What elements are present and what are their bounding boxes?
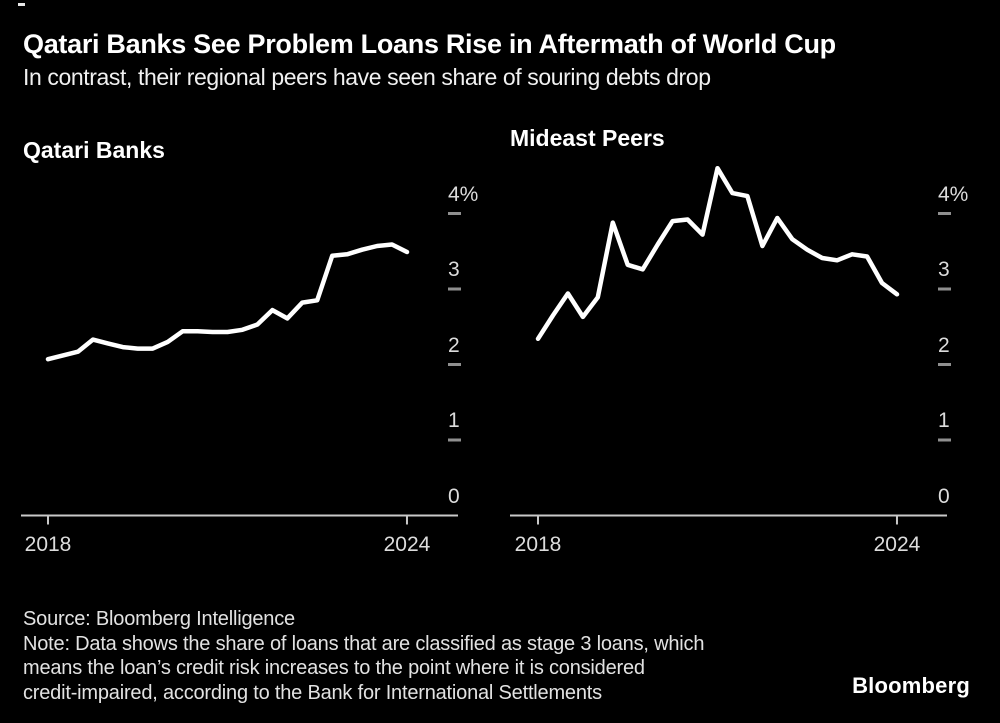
- y-axis-label: 4%: [448, 182, 479, 206]
- y-axis-label: 0: [448, 484, 460, 508]
- screen-artifact-mark: [18, 3, 25, 6]
- y-axis-label: 2: [938, 333, 950, 357]
- note-line-2: means the loan’s credit risk increases t…: [23, 657, 645, 679]
- x-axis-label: 2018: [24, 533, 72, 556]
- y-axis-label: 0: [938, 484, 950, 508]
- series-line-mideast-peers: [535, 165, 900, 342]
- source-line: Source: Bloomberg Intelligence: [23, 608, 295, 630]
- y-axis-label: 3: [938, 258, 950, 281]
- note-line-3: credit-impaired, according to the Bank f…: [23, 681, 602, 704]
- y-axis-label: 1: [938, 409, 950, 432]
- panel-title-qatari-banks: Qatari Banks: [23, 137, 165, 163]
- bloomberg-logo: Bloomberg: [852, 673, 970, 698]
- note-line-1: Note: Data shows the share of loans that…: [23, 632, 705, 655]
- y-axis-label: 1: [448, 409, 460, 432]
- chart-subtitle: In contrast, their regional peers have s…: [23, 64, 711, 90]
- series-line-qatari-banks: [45, 242, 410, 362]
- x-axis-label: 2024: [383, 533, 431, 556]
- x-axis-label: 2018: [514, 533, 562, 556]
- panel-title-mideast-peers: Mideast Peers: [510, 125, 665, 151]
- y-axis-label: 4%: [938, 182, 969, 206]
- y-axis-label: 2: [448, 333, 460, 357]
- y-axis-label: 3: [448, 258, 460, 281]
- x-axis-label: 2024: [873, 533, 921, 556]
- chart-title: Qatari Banks See Problem Loans Rise in A…: [23, 29, 836, 59]
- footer: Source: Bloomberg Intelligence Note: Dat…: [23, 607, 704, 705]
